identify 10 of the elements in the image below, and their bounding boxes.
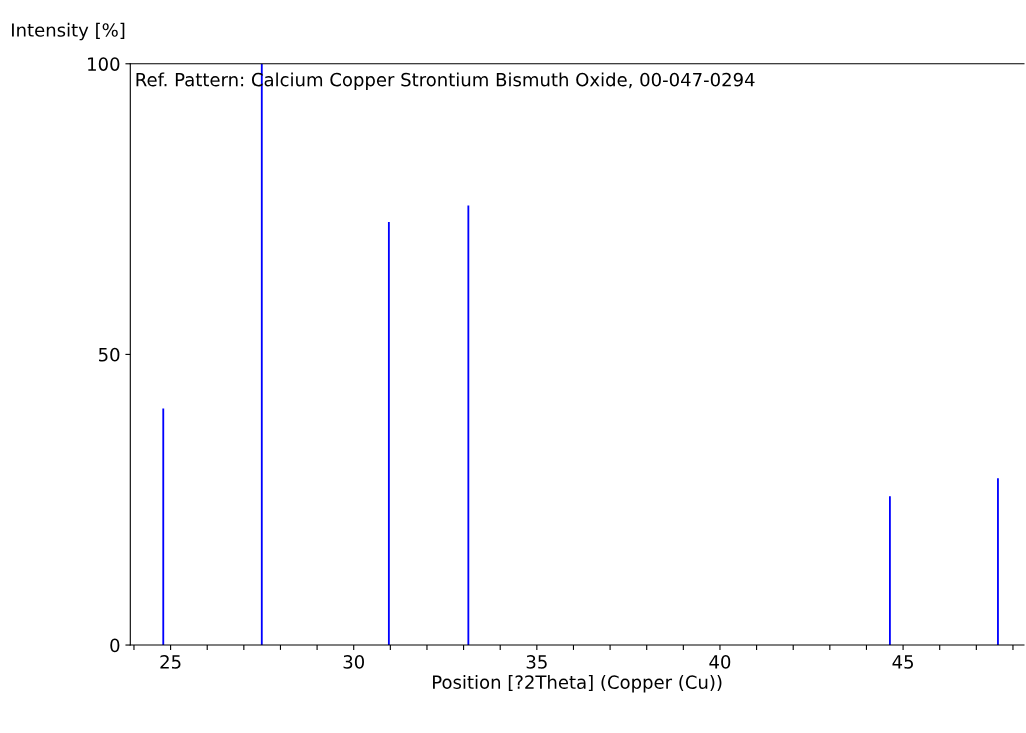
y-tick-label: 50: [99, 347, 120, 362]
x-tick-label: 40: [709, 655, 731, 669]
x-tick-label: 35: [526, 655, 547, 669]
y-tick-label: 100: [88, 57, 120, 71]
y-tick-label: 0: [110, 638, 120, 653]
x-tick-label: 45: [892, 655, 913, 669]
x-tick-label: 30: [343, 655, 364, 669]
x-tick-label: 25: [160, 655, 181, 669]
x-axis-title: Position [?2Theta] (Copper (Cu)): [433, 675, 722, 693]
y-axis-title: Intensity [%]: [12, 22, 125, 41]
